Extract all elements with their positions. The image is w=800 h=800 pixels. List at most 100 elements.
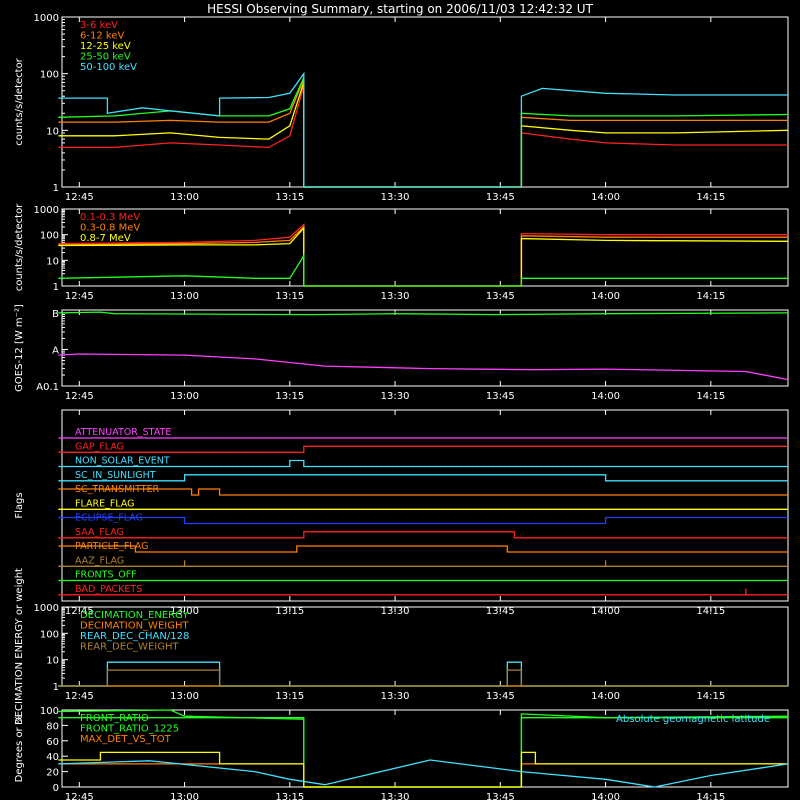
- panel-5-xtick-label: 13:45: [486, 792, 515, 800]
- panel-2-series-0: [58, 311, 789, 316]
- panel-0-series-4: [58, 71, 788, 188]
- panel-2-xtick-label: 12:45: [65, 391, 94, 402]
- panel-1-xtick-label: 13:00: [170, 291, 199, 302]
- panel-1-xtick-label: 14:00: [591, 291, 620, 302]
- panel-5-ytick-label: 40: [46, 752, 59, 763]
- panel-4-series-3: [58, 669, 788, 687]
- panel-4-legend-entry: DECIMATION_WEIGHT: [80, 621, 189, 632]
- panel-0-ytick-label: 1: [53, 183, 59, 194]
- panel-1-legend-entry: 0.1-0.3 MeV: [80, 212, 140, 223]
- panel-0-legend-entry: 3-6 keV: [80, 20, 118, 31]
- panel-0: 12:45 13:00 13:15 13:30 13:45 14:00 14:15 count…: [14, 13, 789, 203]
- panel-2-ytick-label: A: [52, 345, 59, 356]
- panel-5-annotation: Absolute geomagnetic latitude: [616, 714, 770, 725]
- flag-label: ATTENUATOR_STATE: [75, 427, 171, 438]
- panel-2-xtick-label: 13:45: [486, 391, 515, 402]
- flag-label: ECLIPSE_FLAG: [75, 513, 143, 524]
- panel-3-frame: [61, 409, 789, 602]
- panel-4-legend-entry: REAR_DEC_CHAN/128: [80, 631, 189, 642]
- panel-4-ylabel: DECIMATION ENERGY or weight: [14, 568, 25, 725]
- flag-line-9: [58, 560, 788, 567]
- panel-0-xtick-label: 14:15: [696, 192, 725, 203]
- panel-2: 12:45 13:00 13:15 13:30 13:45 14:00 14:15 GOES-…: [14, 304, 789, 402]
- panel-1-ytick-label: 1: [53, 282, 59, 293]
- panel-5-xtick-label: 14:15: [696, 792, 725, 800]
- flag-line-4: [58, 488, 788, 496]
- panel-0-ytick-label: 100: [40, 70, 59, 81]
- flag-label: SAA_FLAG: [75, 527, 124, 538]
- panel-5-ylabel: Degrees or %: [14, 715, 25, 783]
- panel-4-xtick-label: 13:30: [381, 691, 410, 702]
- panel-4-xtick-label: 14:00: [591, 691, 620, 702]
- panel-1-legend-entry: 0.3-0.8 MeV: [80, 223, 140, 234]
- panel-2-ylabel: GOES-12 [W m⁻²]: [14, 304, 25, 392]
- flag-label: BAD_PACKETS: [75, 584, 142, 595]
- panel-4-ytick-label: 10: [46, 656, 59, 667]
- panel-4-xtick-label: 12:45: [65, 691, 94, 702]
- panel-1-ytick-label: 1000: [34, 205, 59, 216]
- panel-5-xtick-label: 12:45: [65, 792, 94, 800]
- flag-line-6: [58, 516, 788, 525]
- panel-0-ylabel: counts/s/detector: [14, 57, 25, 145]
- panel-1: 12:45 13:00 13:15 13:30 13:45 14:00 14:15 count…: [14, 203, 789, 302]
- panel-4-ytick-label: 1: [53, 682, 59, 693]
- panel-5-ytick-label: 100: [40, 706, 59, 717]
- panel-4-xtick-label: 14:15: [696, 691, 725, 702]
- flag-label: FLARE_FLAG: [75, 498, 135, 509]
- panel-5-ytick-label: 60: [46, 737, 59, 748]
- panel-4-xtick-label: 13:00: [170, 691, 199, 702]
- panel-2-ytick-label: B: [52, 309, 59, 320]
- panel-5-xtick-label: 14:00: [591, 792, 620, 800]
- panel-5-xtick-label: 13:15: [275, 792, 304, 800]
- flag-label: GAP_FLAG: [75, 441, 124, 452]
- panel-5-legend-entry: FRONT_RATIO: [80, 713, 149, 724]
- panel-5-ytick-label: 80: [46, 721, 59, 732]
- panel-2-series-1: [58, 353, 789, 381]
- panel-1-series-3: [58, 253, 788, 287]
- panel-0-ytick-label: 1000: [34, 13, 59, 24]
- panel-4-xtick-label: 13:45: [486, 691, 515, 702]
- panel-2-xtick-label: 13:30: [381, 391, 410, 402]
- panel-0-xtick-label: 13:30: [381, 192, 410, 203]
- panel-5-legend-entry: MAX_DET_VS_TOT: [80, 734, 172, 745]
- panel-0-xtick-label: 13:00: [170, 192, 199, 203]
- panel-2-xtick-label: 14:15: [696, 391, 725, 402]
- flag-line-3: [58, 474, 788, 482]
- flag-label: PARTICLE_FLAG: [75, 541, 148, 552]
- panel-1-ytick-label: 10: [46, 256, 59, 267]
- panel-1-xtick-label: 13:30: [381, 291, 410, 302]
- flag-label: FRONTS_OFF: [75, 570, 137, 581]
- panel-2-xtick-label: 13:15: [275, 391, 304, 402]
- panel-1-xtick-label: 13:45: [486, 291, 515, 302]
- panel-5-ytick-label: 0: [53, 783, 59, 794]
- panel-1-ylabel: counts/s/detector: [14, 203, 25, 291]
- flag-line-2: [58, 459, 788, 468]
- panel-0-legend-entry: 50-100 keV: [80, 62, 137, 73]
- panel-0-xtick-label: 13:15: [275, 192, 304, 203]
- panel-2-frame: [61, 309, 789, 387]
- panel-5-legend-entry: FRONT_RATIO_1225: [80, 724, 179, 735]
- flag-line-7: [58, 531, 788, 539]
- panel-4-ytick-label: 1000: [34, 603, 59, 614]
- panel-2-ytick-label: A0.1: [36, 382, 59, 393]
- panel-4-legend-entry: REAR_DEC_WEIGHT: [80, 642, 179, 653]
- panel-0-ytick-label: 10: [46, 126, 59, 137]
- panel-1-xtick-label: 14:15: [696, 291, 725, 302]
- panel-1-ytick-label: 100: [40, 231, 59, 242]
- panel-5-ytick-label: 20: [46, 768, 59, 779]
- panel-1-xtick-label: 13:15: [275, 291, 304, 302]
- flag-label: AAZ_FLAG: [75, 555, 124, 566]
- panel-0-legend-entry: 6-12 keV: [80, 31, 124, 42]
- panel-1-legend-entry: 0.8-7 MeV: [80, 233, 131, 244]
- flag-label: SC_TRANSMITTER: [75, 484, 160, 495]
- panel-5-xtick-label: 13:00: [170, 792, 199, 800]
- panel-0-xtick-label: 13:45: [486, 192, 515, 203]
- panel-1-xtick-label: 12:45: [65, 291, 94, 302]
- panel-0-xtick-label: 12:45: [65, 192, 94, 203]
- figure-title: HESSI Observing Summary, starting on 200…: [207, 2, 593, 16]
- flag-line-1: [58, 445, 788, 453]
- panel-4: 12:45 13:00 13:15 13:30 13:45 14:00 14:15 DECIM…: [14, 568, 789, 725]
- flag-label: NON_SOLAR_EVENT: [75, 456, 170, 467]
- flag-line-11: [58, 588, 788, 596]
